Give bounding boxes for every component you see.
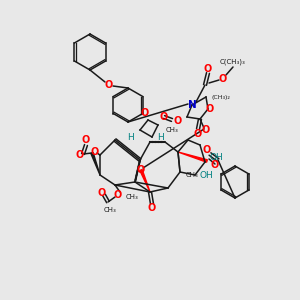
- Text: O: O: [211, 160, 219, 170]
- Polygon shape: [91, 153, 100, 175]
- Text: CH₃: CH₃: [103, 207, 116, 213]
- Text: OH: OH: [200, 170, 214, 179]
- Text: O: O: [114, 190, 122, 200]
- Text: O: O: [219, 74, 227, 84]
- Polygon shape: [178, 152, 207, 162]
- Text: O: O: [202, 125, 210, 135]
- Text: O: O: [82, 135, 90, 145]
- Text: O: O: [105, 80, 113, 90]
- Text: H: H: [127, 134, 134, 142]
- Text: O: O: [204, 64, 212, 74]
- Text: (CH₃)₂: (CH₃)₂: [212, 94, 231, 100]
- Text: O: O: [206, 104, 214, 114]
- Text: O: O: [137, 165, 145, 175]
- Text: O: O: [194, 129, 202, 139]
- Text: O: O: [174, 116, 182, 126]
- Text: O: O: [203, 145, 211, 155]
- Polygon shape: [140, 169, 150, 192]
- Text: O: O: [160, 112, 168, 122]
- Text: H: H: [158, 133, 164, 142]
- Text: O: O: [141, 108, 149, 118]
- Text: CH₃: CH₃: [166, 127, 178, 133]
- Text: O: O: [76, 150, 84, 160]
- Text: O: O: [91, 147, 99, 157]
- Text: CH₃: CH₃: [186, 172, 199, 178]
- Text: N: N: [188, 100, 196, 110]
- Text: O: O: [148, 203, 156, 213]
- Text: C(CH₃)₃: C(CH₃)₃: [219, 59, 245, 65]
- Text: O: O: [98, 188, 106, 198]
- Text: CH₃: CH₃: [125, 194, 138, 200]
- Text: OH: OH: [209, 154, 223, 163]
